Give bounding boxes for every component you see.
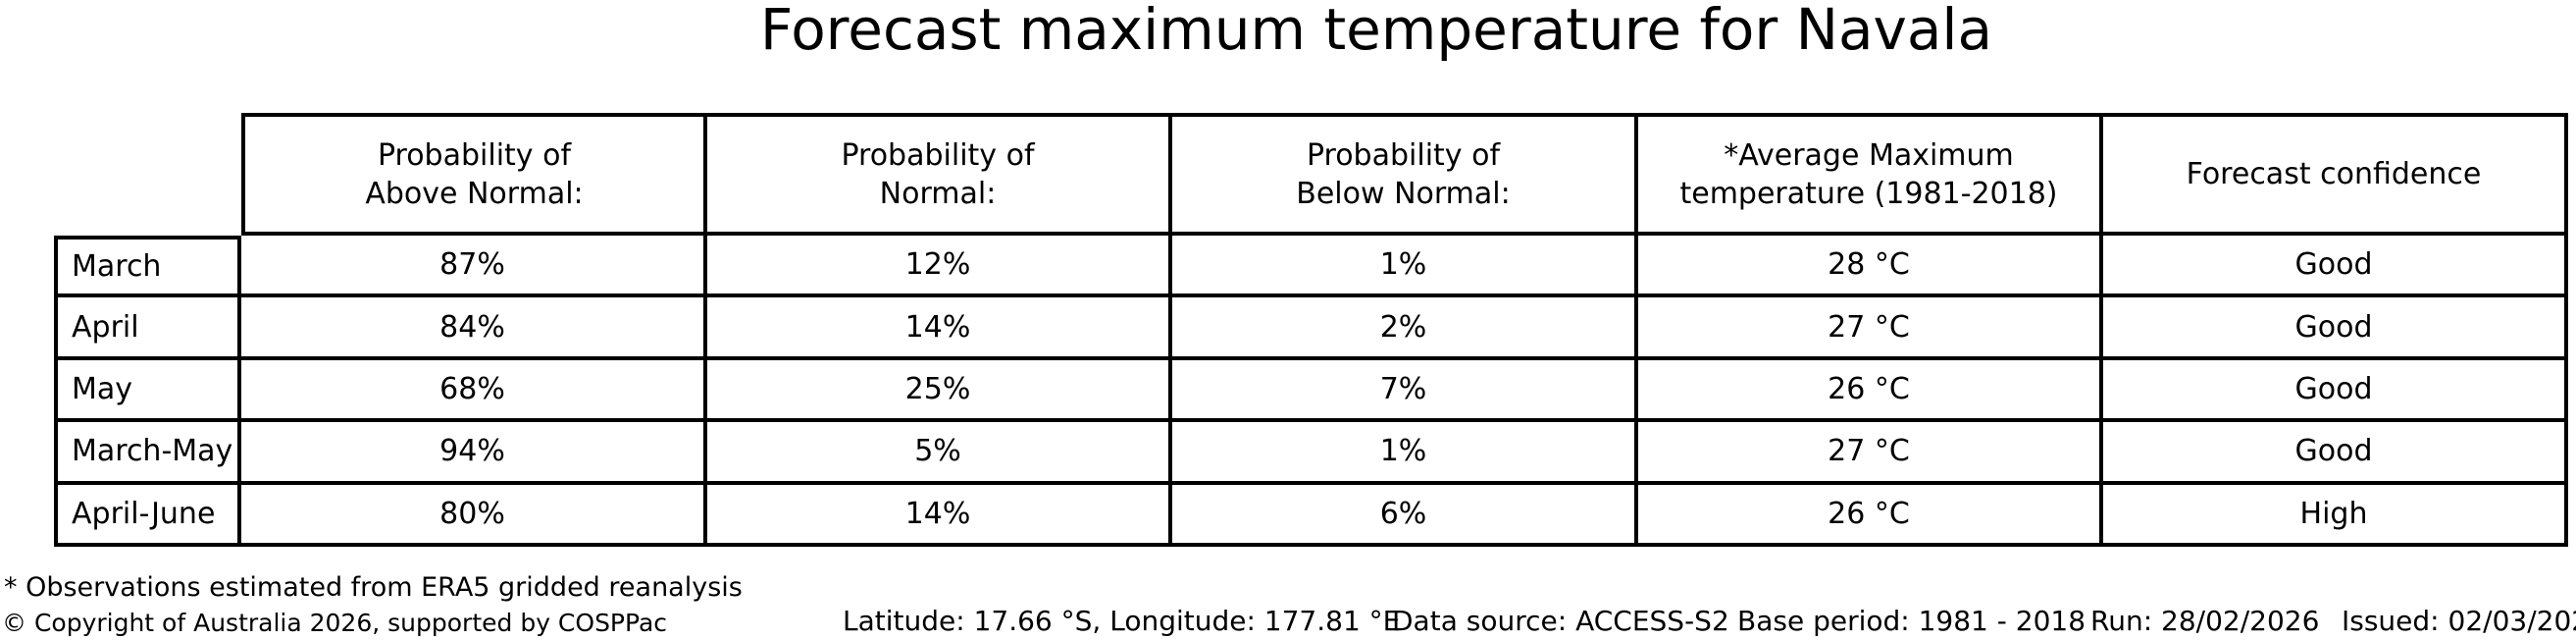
col-header-forecast-confidence: Forecast confidence xyxy=(2103,113,2568,236)
april-june-normal: 14% xyxy=(707,484,1172,547)
april-confidence: Good xyxy=(2103,297,2568,360)
march-may-above-normal: 94% xyxy=(241,422,707,485)
base-period-text: Base period: 1981 - 2018 xyxy=(1737,605,2087,638)
april-june-avg-max-temp: 26 °C xyxy=(1638,484,2103,547)
march-may-confidence: Good xyxy=(2103,422,2568,485)
march-avg-max-temp: 28 °C xyxy=(1638,236,2103,298)
april-june-above-normal: 80% xyxy=(241,484,707,547)
row-label-march-may: March-May xyxy=(54,422,241,485)
may-above-normal: 68% xyxy=(241,359,707,423)
april-above-normal: 84% xyxy=(241,297,707,360)
april-below-normal: 2% xyxy=(1172,297,1638,360)
may-normal: 25% xyxy=(707,359,1172,423)
col-header-normal: Probability of Normal: xyxy=(707,113,1172,236)
march-may-below-normal: 1% xyxy=(1172,422,1638,485)
row-label-april-june: April-June xyxy=(54,484,241,547)
march-may-avg-max-temp: 27 °C xyxy=(1638,422,2103,485)
april-june-confidence: High xyxy=(2103,484,2568,547)
may-confidence: Good xyxy=(2103,359,2568,423)
may-avg-max-temp: 26 °C xyxy=(1638,359,2103,423)
march-confidence: Good xyxy=(2103,236,2568,298)
april-avg-max-temp: 27 °C xyxy=(1638,297,2103,360)
page-title: Forecast maximum temperature for Navala xyxy=(759,0,1993,63)
row-label-april: April xyxy=(54,297,241,360)
march-normal: 12% xyxy=(707,236,1172,298)
lat-lon-text: Latitude: 17.66 °S, Longitude: 177.81 °E xyxy=(843,605,1401,638)
col-header-above-normal: Probability of Above Normal: xyxy=(241,113,707,236)
col-header-avg-max-temp: *Average Maximum temperature (1981-2018) xyxy=(1638,113,2103,236)
march-below-normal: 1% xyxy=(1172,236,1638,298)
copyright-text: © Copyright of Australia 2026, supported… xyxy=(2,609,668,637)
observations-footnote: * Observations estimated from ERA5 gridd… xyxy=(4,572,743,603)
col-header-below-normal: Probability of Below Normal: xyxy=(1172,113,1638,236)
row-label-may: May xyxy=(54,359,241,423)
march-may-normal: 5% xyxy=(707,422,1172,485)
may-below-normal: 7% xyxy=(1172,359,1638,423)
run-date-text: Run: 28/02/2026 xyxy=(2090,605,2320,638)
april-june-below-normal: 6% xyxy=(1172,484,1638,547)
april-normal: 14% xyxy=(707,297,1172,360)
march-above-normal: 87% xyxy=(241,236,707,298)
table-corner-cell xyxy=(54,113,241,236)
data-source-text: Data source: ACCESS-S2 xyxy=(1392,605,1729,638)
forecast-table: Probability of Above Normal: Probability… xyxy=(54,113,2568,547)
row-label-march: March xyxy=(54,236,241,298)
issued-date-text: Issued: 02/03/2026 xyxy=(2342,605,2576,638)
